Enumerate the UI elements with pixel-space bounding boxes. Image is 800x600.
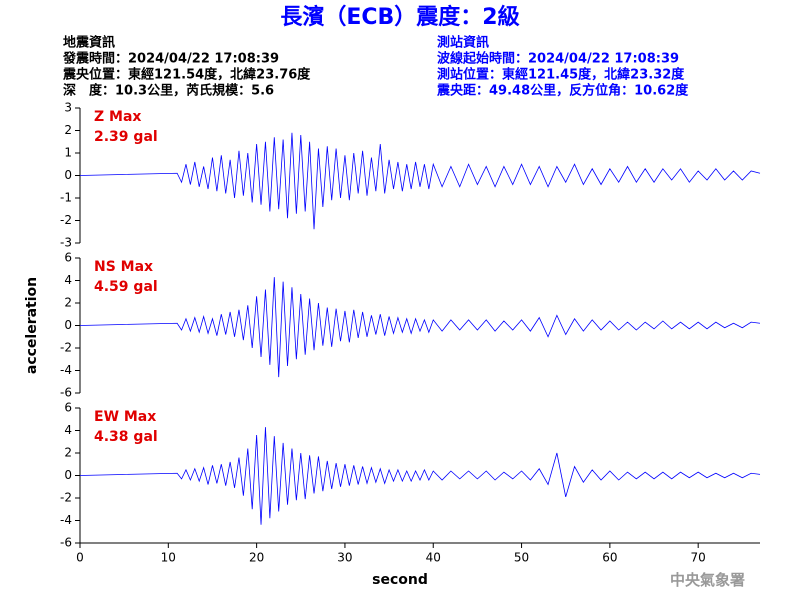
y-tick-label: 1 bbox=[64, 146, 72, 160]
max-label: 4.59 gal bbox=[94, 279, 158, 295]
event-info: 地震資訊 發震時間：2024/04/22 17:08:39 震央位置：東經121… bbox=[62, 35, 311, 99]
y-tick-label: -6 bbox=[60, 386, 72, 400]
y-tick-label: 0 bbox=[64, 318, 72, 332]
x-tick-label: 40 bbox=[426, 551, 441, 565]
info-line: 深 度：10.3公里，芮氏規模：5.6 bbox=[63, 83, 274, 99]
max-label: 4.38 gal bbox=[94, 429, 158, 445]
y-tick-label: 2 bbox=[64, 296, 72, 310]
y-tick-label: -4 bbox=[60, 513, 72, 527]
info-line: 測站位置：東經121.45度，北緯23.32度 bbox=[437, 67, 685, 83]
info-line: 地震資訊 bbox=[63, 35, 115, 51]
waveform bbox=[79, 427, 761, 525]
y-tick-label: 2 bbox=[64, 446, 72, 460]
y-tick-label: -3 bbox=[60, 236, 72, 250]
y-tick-label: 6 bbox=[64, 251, 72, 265]
max-label: Z Max bbox=[94, 109, 141, 125]
max-label: 2.39 gal bbox=[94, 129, 158, 145]
station-info: 測站資訊 波線起始時間：2024/04/22 17:08:39 測站位置：東經1… bbox=[436, 35, 689, 99]
x-tick-label: 20 bbox=[249, 551, 264, 565]
info-line: 波線起始時間：2024/04/22 17:08:39 bbox=[437, 51, 679, 67]
y-tick-label: -2 bbox=[60, 341, 72, 355]
y-tick-label: 4 bbox=[64, 423, 72, 437]
x-tick-label: 60 bbox=[602, 551, 617, 565]
waveform bbox=[79, 132, 761, 230]
waveform bbox=[79, 277, 761, 378]
x-tick-label: 0 bbox=[76, 551, 84, 565]
y-tick-label: 4 bbox=[64, 273, 72, 287]
y-tick-label: -1 bbox=[60, 191, 72, 205]
y-tick-label: 6 bbox=[64, 401, 72, 415]
title: 長濱（ECB）震度：2級 bbox=[280, 4, 519, 30]
y-axis-label: acceleration bbox=[24, 277, 40, 374]
info-line: 震央距：49.48公里，反方位角：10.62度 bbox=[436, 83, 689, 99]
info-line: 發震時間：2024/04/22 17:08:39 bbox=[62, 51, 279, 67]
y-tick-label: -4 bbox=[60, 363, 72, 377]
info-line: 測站資訊 bbox=[437, 35, 489, 51]
info-line: 震央位置：東經121.54度，北緯23.76度 bbox=[62, 67, 311, 83]
x-tick-label: 30 bbox=[337, 551, 352, 565]
y-tick-label: -6 bbox=[60, 536, 72, 550]
y-tick-label: 3 bbox=[64, 101, 72, 115]
x-tick-label: 70 bbox=[691, 551, 706, 565]
agency-mark: 中央氣象署 bbox=[670, 571, 745, 589]
x-axis-label: second bbox=[372, 572, 428, 588]
y-tick-label: -2 bbox=[60, 213, 72, 227]
max-label: EW Max bbox=[94, 409, 156, 425]
y-tick-label: 2 bbox=[64, 123, 72, 137]
max-label: NS Max bbox=[94, 259, 153, 275]
x-tick-label: 10 bbox=[161, 551, 176, 565]
x-tick-label: 50 bbox=[514, 551, 529, 565]
y-tick-label: 0 bbox=[64, 168, 72, 182]
y-tick-label: -2 bbox=[60, 491, 72, 505]
y-tick-label: 0 bbox=[64, 468, 72, 482]
